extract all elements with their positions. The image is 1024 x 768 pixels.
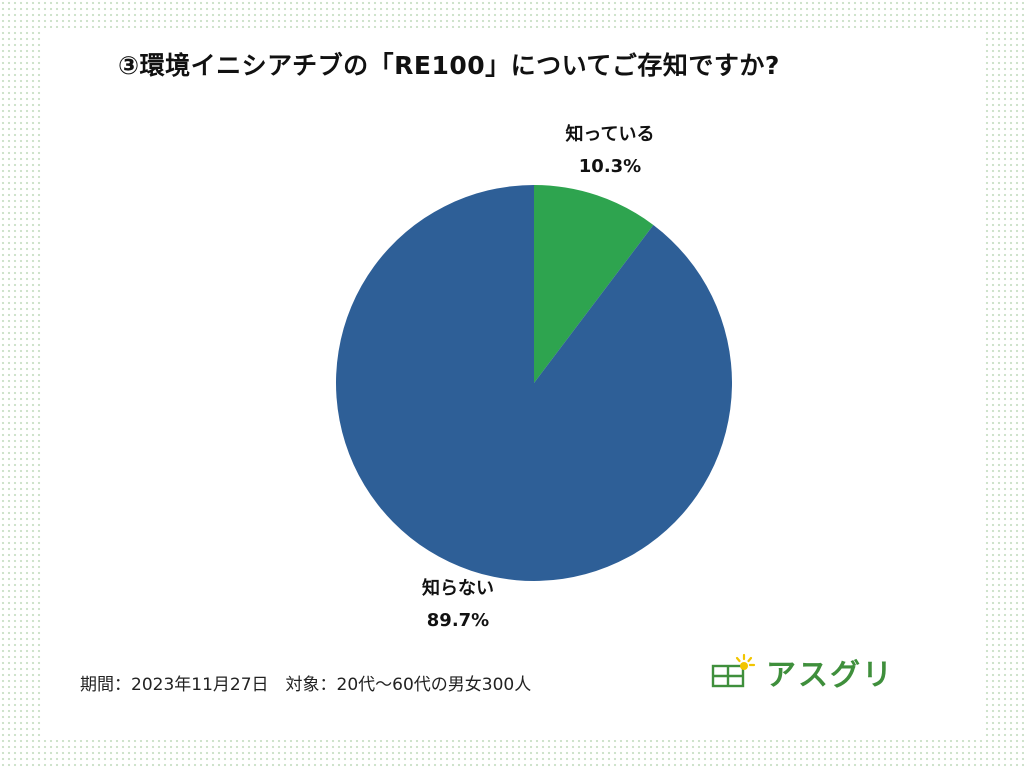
pie-slice-2 (335, 185, 732, 581)
chart-title: ③環境イニシアチブの「RE100」についてご存知ですか? (118, 51, 780, 80)
slice-label-1: 知っている (565, 123, 654, 145)
house-sun-icon (711, 653, 756, 688)
slice-value-label-1: 10.3% (579, 156, 641, 177)
survey-info: 期間：2023年11月27日 対象：20代〜60代の男女300人 (80, 675, 532, 695)
pie-slice-1 (534, 185, 654, 383)
slice-label-2: 知らない (422, 577, 494, 599)
logo: アスグリ (710, 650, 894, 694)
logo-text: アスグリ (766, 658, 894, 693)
slice-value-label-2: 89.7% (427, 610, 489, 631)
